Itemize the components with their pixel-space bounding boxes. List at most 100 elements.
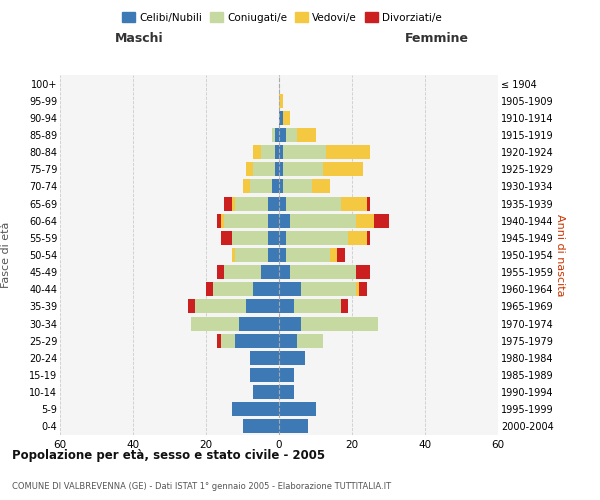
Bar	[374, 214, 389, 228]
Bar	[279, 420, 308, 434]
Bar	[235, 196, 268, 210]
Bar	[217, 334, 221, 347]
Bar	[268, 231, 279, 245]
Bar	[293, 300, 341, 314]
Bar	[279, 214, 290, 228]
Bar	[279, 111, 283, 125]
Bar	[279, 385, 293, 399]
Bar	[253, 162, 275, 176]
Bar	[224, 214, 268, 228]
Bar	[239, 316, 279, 330]
Bar	[268, 248, 279, 262]
Bar	[286, 248, 330, 262]
Bar	[188, 300, 195, 314]
Bar	[283, 162, 323, 176]
Bar	[367, 196, 370, 210]
Bar	[268, 214, 279, 228]
Bar	[279, 196, 286, 210]
Bar	[297, 128, 316, 142]
Bar	[323, 162, 363, 176]
Bar	[367, 231, 370, 245]
Bar	[330, 248, 337, 262]
Bar	[246, 162, 253, 176]
Bar	[275, 162, 279, 176]
Bar	[279, 128, 286, 142]
Bar	[261, 265, 279, 279]
Bar	[272, 180, 279, 194]
Bar	[290, 214, 356, 228]
Bar	[253, 282, 279, 296]
Bar	[356, 265, 370, 279]
Bar	[279, 180, 283, 194]
Bar	[221, 334, 235, 347]
Bar	[290, 265, 356, 279]
Bar	[232, 231, 268, 245]
Bar	[242, 180, 250, 194]
Bar	[356, 282, 359, 296]
Bar	[250, 368, 279, 382]
Bar	[275, 145, 279, 159]
Text: Maschi: Maschi	[115, 32, 164, 45]
Bar	[283, 111, 290, 125]
Bar	[286, 196, 341, 210]
Text: Femmine: Femmine	[404, 32, 469, 45]
Bar	[232, 196, 235, 210]
Bar	[191, 316, 239, 330]
Bar	[232, 402, 279, 416]
Bar	[272, 128, 275, 142]
Bar	[341, 300, 349, 314]
Bar	[283, 180, 312, 194]
Bar	[279, 300, 293, 314]
Bar	[253, 385, 279, 399]
Bar	[301, 316, 377, 330]
Bar	[341, 196, 367, 210]
Y-axis label: Anni di nascita: Anni di nascita	[555, 214, 565, 296]
Bar	[279, 402, 316, 416]
Bar	[246, 300, 279, 314]
Bar	[286, 128, 297, 142]
Legend: Celibi/Nubili, Coniugati/e, Vedovi/e, Divorziati/e: Celibi/Nubili, Coniugati/e, Vedovi/e, Di…	[121, 10, 443, 24]
Bar	[356, 214, 374, 228]
Bar	[279, 368, 293, 382]
Bar	[279, 334, 297, 347]
Text: COMUNE DI VALBREVENNA (GE) - Dati ISTAT 1° gennaio 2005 - Elaborazione TUTTITALI: COMUNE DI VALBREVENNA (GE) - Dati ISTAT …	[12, 482, 391, 491]
Text: Fasce di età: Fasce di età	[1, 222, 11, 288]
Bar	[279, 265, 290, 279]
Bar	[235, 334, 279, 347]
Bar	[224, 196, 232, 210]
Bar	[279, 162, 283, 176]
Bar	[221, 214, 224, 228]
Bar	[279, 316, 301, 330]
Bar	[312, 180, 330, 194]
Bar	[250, 351, 279, 365]
Bar	[286, 231, 349, 245]
Bar	[224, 265, 261, 279]
Bar	[221, 231, 232, 245]
Bar	[326, 145, 370, 159]
Bar	[250, 180, 272, 194]
Bar	[279, 94, 283, 108]
Bar	[359, 282, 367, 296]
Bar	[235, 248, 268, 262]
Bar	[349, 231, 367, 245]
Bar	[217, 214, 221, 228]
Bar	[279, 248, 286, 262]
Bar	[232, 248, 235, 262]
Bar	[337, 248, 344, 262]
Bar	[275, 128, 279, 142]
Bar	[283, 145, 326, 159]
Bar	[297, 334, 323, 347]
Bar	[279, 351, 305, 365]
Text: Popolazione per età, sesso e stato civile - 2005: Popolazione per età, sesso e stato civil…	[12, 450, 325, 462]
Bar	[279, 145, 283, 159]
Bar	[261, 145, 275, 159]
Bar	[217, 265, 224, 279]
Bar	[279, 231, 286, 245]
Bar	[268, 196, 279, 210]
Bar	[301, 282, 356, 296]
Bar	[206, 282, 214, 296]
Bar	[253, 145, 261, 159]
Bar	[279, 282, 301, 296]
Bar	[195, 300, 246, 314]
Bar	[242, 420, 279, 434]
